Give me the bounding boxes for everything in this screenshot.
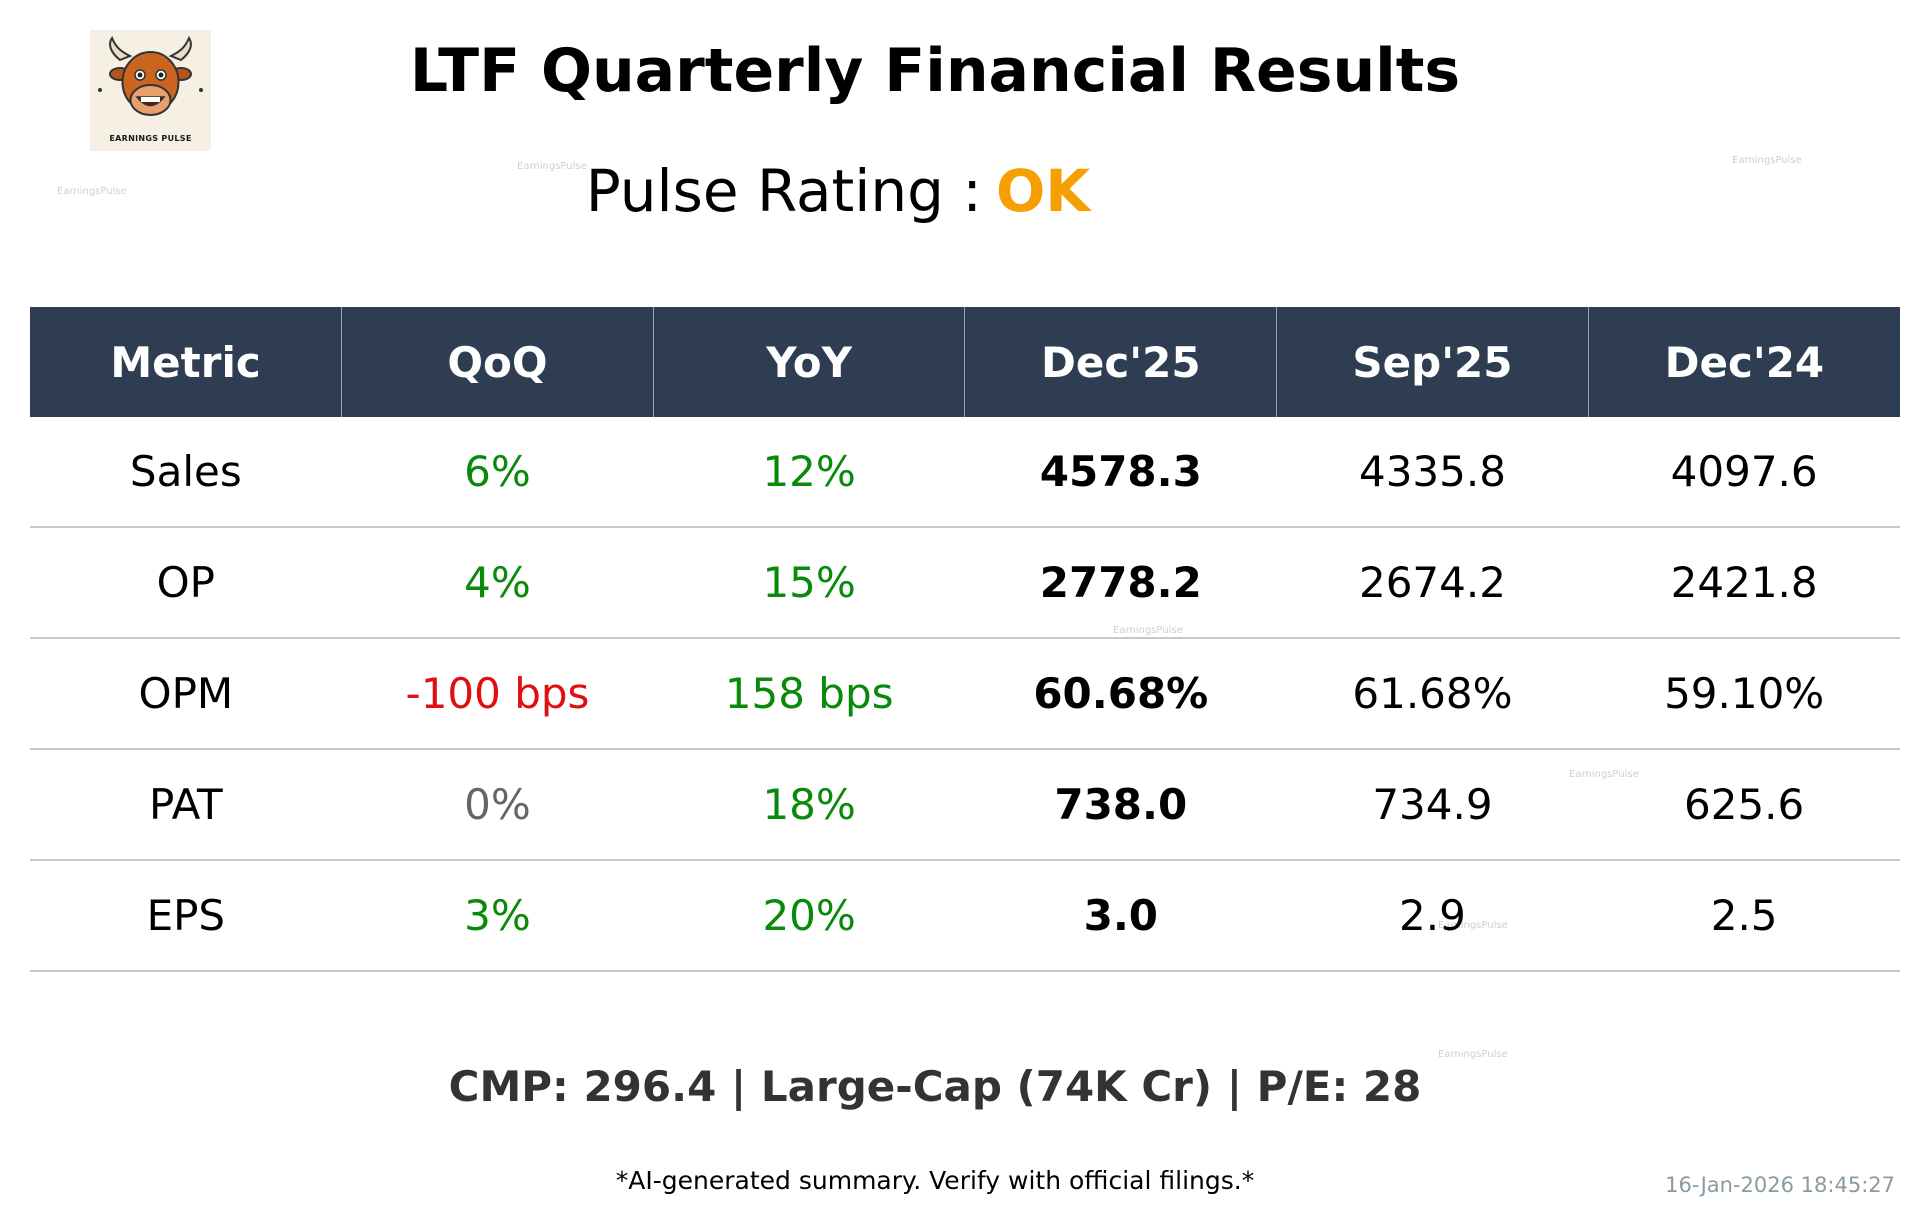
dec24-cell: 2.5 (1588, 860, 1900, 972)
qoq-cell: -100 bps (341, 638, 654, 750)
results-table: Metric QoQ YoY Dec'25 Sep'25 Dec'24 Sale… (30, 307, 1900, 972)
qoq-cell: 0% (341, 749, 654, 861)
pulse-rating: Pulse Rating : OK (0, 158, 1676, 224)
dec24-cell: 59.10% (1588, 638, 1900, 750)
table-row: PAT 0% 18% 738.0 734.9 625.6 (30, 749, 1900, 861)
watermark: EarningsPulse (517, 161, 587, 172)
table-row: OPM -100 bps 158 bps 60.68% 61.68% 59.10… (30, 638, 1900, 750)
qoq-cell: 3% (341, 860, 654, 972)
metric-cell: OP (30, 527, 342, 639)
dec24-cell: 4097.6 (1588, 417, 1900, 528)
metric-cell: OPM (30, 638, 342, 750)
sep25-cell: 4335.8 (1276, 417, 1589, 528)
logo-text: EARNINGS PULSE (109, 134, 192, 143)
table-row: OP 4% 15% 2778.2 2674.2 2421.8 (30, 527, 1900, 639)
table-row: Sales 6% 12% 4578.3 4335.8 4097.6 (30, 417, 1900, 528)
yoy-cell: 20% (653, 860, 965, 972)
yoy-cell: 15% (653, 527, 965, 639)
earnings-pulse-logo: EARNINGS PULSE (90, 30, 211, 151)
table-row: EPS 3% 20% 3.0 2.9 2.5 (30, 860, 1900, 972)
watermark: EarningsPulse (1732, 155, 1802, 166)
rating-label: Pulse Rating : (585, 157, 982, 225)
sep25-cell: 2674.2 (1276, 527, 1589, 639)
header-qoq: QoQ (341, 307, 654, 417)
dec25-cell: 2778.2 (964, 527, 1277, 639)
yoy-cell: 18% (653, 749, 965, 861)
qoq-cell: 4% (341, 527, 654, 639)
metric-cell: EPS (30, 860, 342, 972)
dec25-cell: 4578.3 (964, 417, 1277, 528)
header-yoy: YoY (652, 307, 965, 417)
header-sep25: Sep'25 (1276, 307, 1589, 417)
sep25-cell: 734.9 (1276, 749, 1589, 861)
metric-cell: Sales (30, 417, 342, 528)
page-title: LTF Quarterly Financial Results (409, 36, 1461, 106)
dec25-cell: 3.0 (964, 860, 1277, 972)
yoy-cell: 12% (653, 417, 965, 528)
yoy-cell: 158 bps (653, 638, 965, 750)
bull-icon (98, 35, 203, 116)
sep25-cell: 2.9 (1276, 860, 1589, 972)
dec25-cell: 738.0 (964, 749, 1277, 861)
rating-value: OK (995, 157, 1091, 225)
watermark: EarningsPulse (57, 186, 127, 197)
dec25-cell: 60.68% (964, 638, 1277, 750)
header-metric: Metric (30, 307, 342, 417)
disclaimer: *AI-generated summary. Verify with offic… (615, 1166, 1255, 1195)
table-header-row: Metric QoQ YoY Dec'25 Sep'25 Dec'24 (30, 307, 1900, 417)
watermark: EarningsPulse (1438, 1049, 1508, 1060)
metric-cell: PAT (30, 749, 342, 861)
dec24-cell: 625.6 (1588, 749, 1900, 861)
timestamp: 16-Jan-2026 18:45:27 (1665, 1173, 1895, 1197)
header-dec24: Dec'24 (1587, 307, 1900, 417)
qoq-cell: 6% (341, 417, 654, 528)
market-summary: CMP: 296.4 | Large-Cap (74K Cr) | P/E: 2… (448, 1062, 1422, 1111)
header-dec25: Dec'25 (964, 307, 1277, 417)
sep25-cell: 61.68% (1276, 638, 1589, 750)
dec24-cell: 2421.8 (1588, 527, 1900, 639)
